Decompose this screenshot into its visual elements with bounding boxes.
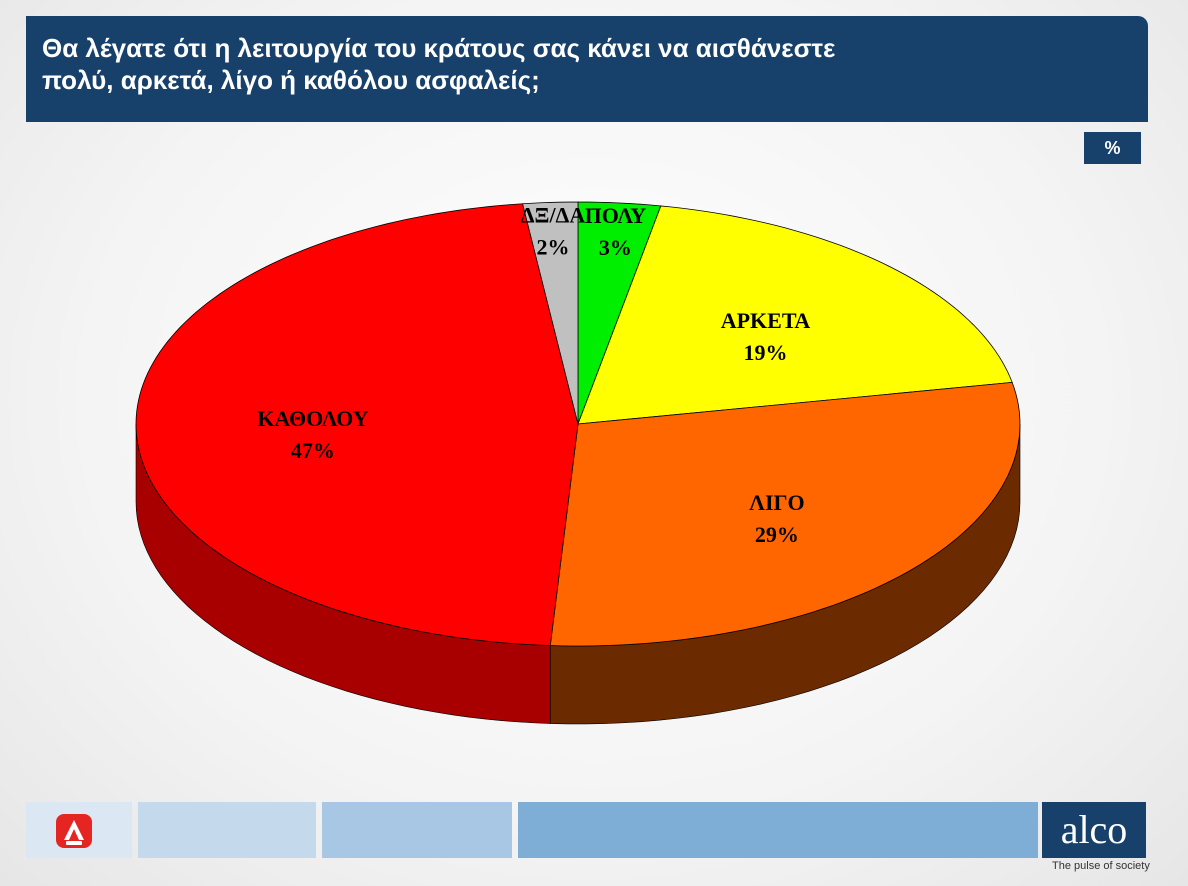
slice-value-label: 47% <box>291 438 335 463</box>
unit-badge: % <box>1084 132 1141 164</box>
slice-value-label: 19% <box>744 340 788 365</box>
slice-category-label: ΠΟΛΥ <box>585 203 647 228</box>
alco-tagline: The pulse of society <box>1052 860 1150 872</box>
slice-category-label: ΑΡΚΕΤΑ <box>721 308 811 333</box>
chart-title-line2: πολύ, αρκετά, λίγο ή καθόλου ασφαλείς; <box>42 65 540 95</box>
alpha-news-logo-icon <box>56 814 92 848</box>
slice-value-label: 29% <box>755 522 799 547</box>
footer-segment <box>322 802 512 858</box>
alco-logo: alco <box>1042 802 1146 858</box>
alpha-news-box <box>26 802 132 858</box>
footer-segment <box>138 802 316 858</box>
header-banner: Θα λέγατε ότι η λειτουργία του κράτους σ… <box>26 16 1148 122</box>
slice-category-label: ΔΞ/ΔΑ <box>521 203 586 228</box>
pie-slice-ΚΑΘΟΛΟΥ <box>135 203 579 646</box>
slice-value-label: 2% <box>537 235 570 260</box>
pie-chart: ΠΟΛΥ 3% ΑΡΚΕΤΑ 19% ΛΙΓΟ 29% ΚΑΘΟΛΟΥ 47% ΔΞ/ΔΑ 2% <box>135 201 1021 725</box>
footer-bar <box>26 802 1148 858</box>
pie-slice-ΑΡΚΕΤΑ <box>577 205 1013 425</box>
pie-slice-ΔΞ/ΔΑ <box>522 201 579 425</box>
slice-category-label: ΛΙΓΟ <box>749 490 804 515</box>
chart-title-line1: Θα λέγατε ότι η λειτουργία του κράτους σ… <box>42 33 836 63</box>
slice-category-label: ΚΑΘΟΛΟΥ <box>257 406 368 431</box>
footer-segment <box>518 802 1038 858</box>
slice-value-label: 3% <box>599 235 632 260</box>
pie-slice-ΛΙΓΟ <box>549 381 1021 647</box>
